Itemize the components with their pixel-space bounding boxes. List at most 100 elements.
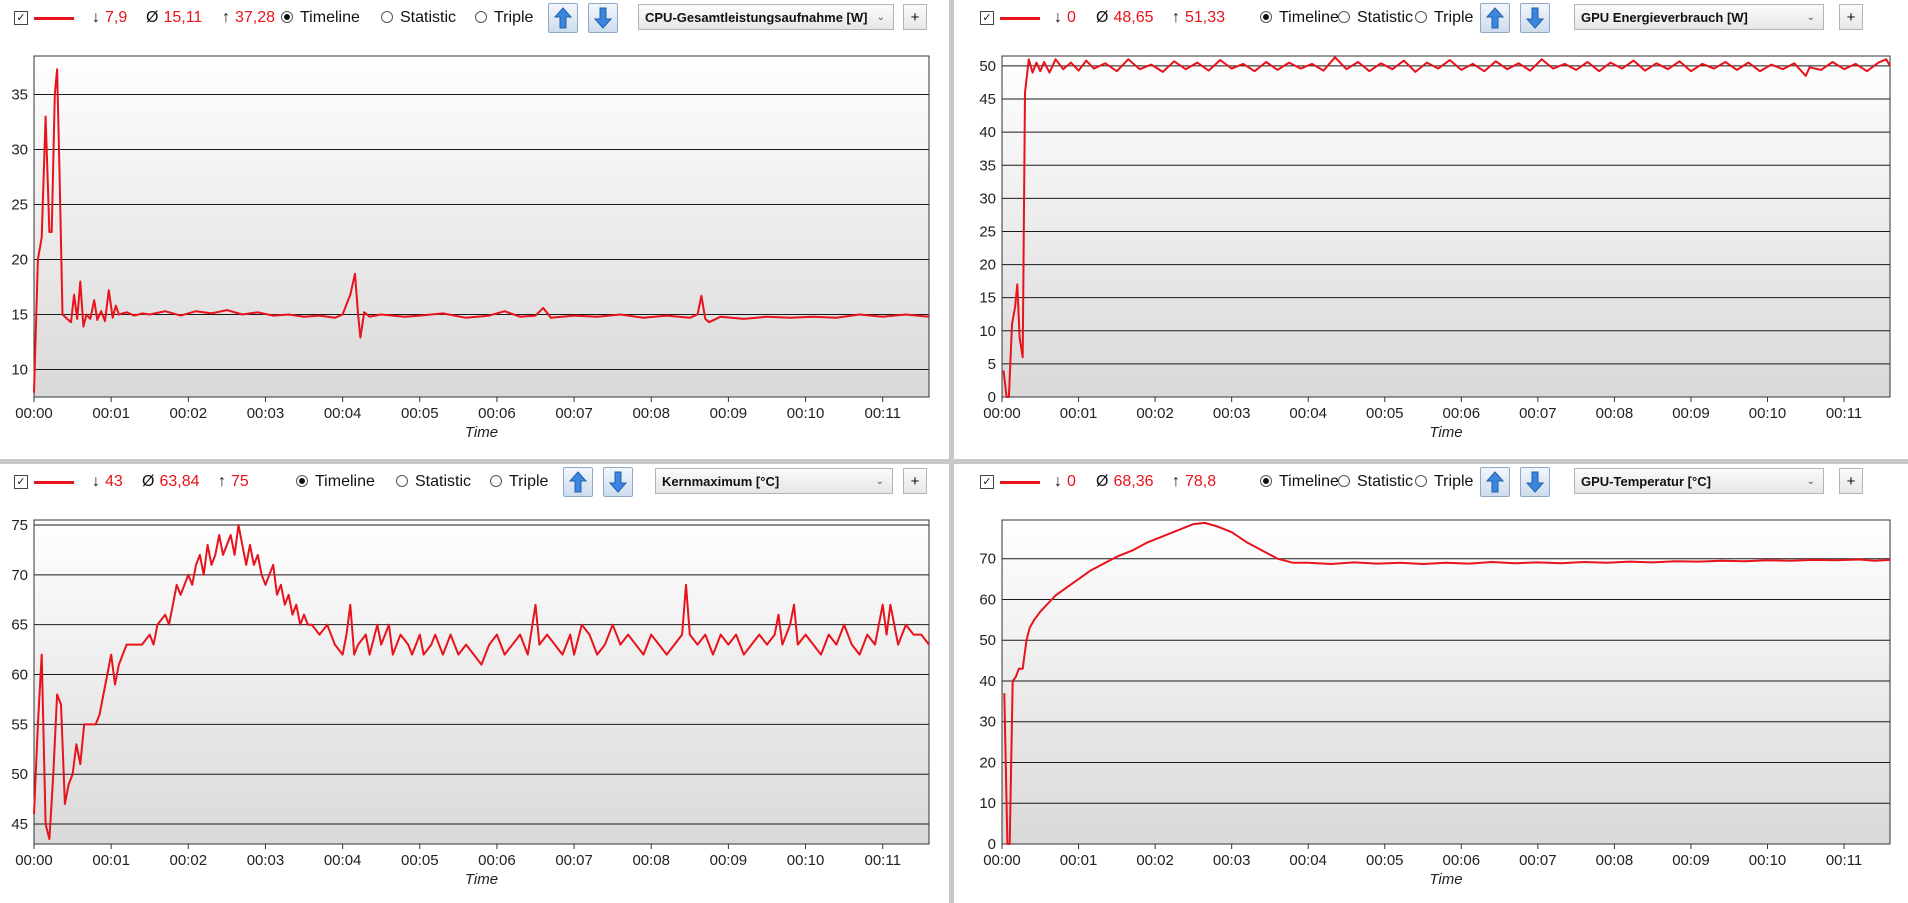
radio-triple[interactable]: Triple	[475, 9, 533, 27]
arrow-down-icon[interactable]	[1520, 467, 1550, 497]
arrow-down-icon[interactable]	[588, 3, 618, 33]
x-tick-label: 00:09	[1672, 405, 1710, 422]
radio-label: Timeline	[1279, 9, 1339, 26]
x-tick-label: 00:00	[15, 852, 53, 869]
line-chart: 0 10 20 30 40 50 60 70 00:00 00:01 00:02 00:03 00:04…	[979, 519, 1891, 888]
x-tick-label: 00:08	[1596, 852, 1634, 869]
radio-dot[interactable]	[281, 11, 293, 23]
x-tick-label: 00:11	[1826, 405, 1862, 422]
radio-dot[interactable]	[1415, 475, 1427, 487]
series-legend-line	[34, 481, 74, 484]
max-value: ↑ 37,28	[222, 9, 275, 27]
x-tick-label: 00:01	[1060, 405, 1098, 422]
radio-dot[interactable]	[1260, 11, 1272, 23]
vertical-splitter[interactable]	[949, 0, 954, 903]
plot-border	[1001, 55, 1891, 398]
max-symbol: ↑	[218, 473, 226, 490]
avg-symbol: Ø	[142, 473, 155, 490]
plot-border	[33, 519, 930, 845]
series-visible-checkbox[interactable]: ✓	[980, 11, 994, 25]
series-legend-line	[1000, 481, 1040, 484]
radio-dot[interactable]	[396, 475, 408, 487]
arrow-up-icon[interactable]	[1480, 467, 1510, 497]
y-tick-label: 20	[979, 754, 996, 771]
x-tick-label: 00:09	[710, 405, 748, 422]
radio-triple[interactable]: Triple	[1415, 9, 1473, 27]
avg-symbol: Ø	[1096, 9, 1109, 26]
y-tick-label: 15	[11, 307, 28, 324]
x-tick-label: 00:08	[632, 852, 670, 869]
avg-number: 48,65	[1113, 9, 1154, 26]
horizontal-splitter[interactable]	[0, 459, 1908, 464]
radio-dot[interactable]	[1338, 475, 1350, 487]
arrow-up-icon[interactable]	[563, 467, 593, 497]
x-axis-label: Time	[465, 424, 498, 441]
plus-icon[interactable]: +	[1839, 4, 1863, 30]
arrow-down-icon[interactable]	[1520, 3, 1550, 33]
arrow-up-icon[interactable]	[1480, 3, 1510, 33]
x-tick-label: 00:01	[92, 852, 130, 869]
radio-dot[interactable]	[475, 11, 487, 23]
x-tick-label: 00:02	[1136, 405, 1174, 422]
x-tick-label: 00:00	[983, 852, 1021, 869]
radio-label: Timeline	[1279, 473, 1339, 490]
min-value: ↓ 7,9	[92, 9, 127, 27]
radio-dot[interactable]	[296, 475, 308, 487]
radio-dot[interactable]	[490, 475, 502, 487]
x-tick-label: 00:04	[1289, 405, 1327, 422]
line-chart: 45 50 55 60 65 70 75 00:00 00:01 00:02 00:03 00:04 0…	[11, 517, 930, 888]
plus-icon[interactable]: +	[903, 468, 927, 494]
radio-timeline[interactable]: Timeline	[1260, 473, 1339, 491]
chevron-down-icon: ⌄	[875, 476, 884, 487]
radio-timeline[interactable]: Timeline	[1260, 9, 1339, 27]
max-number: 78,8	[1185, 473, 1217, 490]
series-visible-checkbox[interactable]: ✓	[14, 475, 28, 489]
x-tick-label: 00:10	[787, 852, 825, 869]
sensor-select[interactable]: GPU Energieverbrauch [W] ⌄	[1574, 4, 1824, 30]
radio-dot[interactable]	[1338, 11, 1350, 23]
x-tick-label: 00:00	[15, 405, 53, 422]
y-tick-label: 15	[979, 290, 996, 307]
y-tick-label: 5	[988, 356, 996, 373]
arrow-down-icon[interactable]	[603, 467, 633, 497]
plus-icon[interactable]: +	[903, 4, 927, 30]
sensor-select[interactable]: Kernmaximum [°C] ⌄	[655, 468, 893, 494]
series-visible-checkbox[interactable]: ✓	[980, 475, 994, 489]
radio-dot[interactable]	[1415, 11, 1427, 23]
x-tick-label: 00:05	[1366, 852, 1404, 869]
radio-dot[interactable]	[1260, 475, 1272, 487]
arrow-up-icon[interactable]	[548, 3, 578, 33]
series-legend-line	[34, 17, 74, 20]
radio-label: Timeline	[300, 9, 360, 26]
min-symbol: ↓	[1054, 9, 1062, 26]
plot-border	[1001, 519, 1891, 845]
line-chart: 0 5 10 15 20 25 30 35 40 45 50 00:00 00:01 00:02 00:03…	[979, 55, 1891, 441]
radio-label: Triple	[1434, 9, 1474, 26]
min-symbol: ↓	[92, 473, 100, 490]
series-visible-checkbox[interactable]: ✓	[14, 11, 28, 25]
sensor-select[interactable]: GPU-Temperatur [°C] ⌄	[1574, 468, 1824, 494]
avg-value: Ø 48,65	[1096, 9, 1154, 27]
radio-label: Triple	[509, 473, 549, 490]
radio-timeline[interactable]: Timeline	[281, 9, 360, 27]
radio-statistic[interactable]: Statistic	[1338, 9, 1413, 27]
y-tick-label: 45	[11, 816, 28, 833]
radio-statistic[interactable]: Statistic	[1338, 473, 1413, 491]
y-tick-label: 65	[11, 617, 28, 634]
radio-statistic[interactable]: Statistic	[381, 9, 456, 27]
plus-icon[interactable]: +	[1839, 468, 1863, 494]
sensor-select[interactable]: CPU-Gesamtleistungsaufnahme [W] ⌄	[638, 4, 894, 30]
sensor-panel-3: ✓ ↓ 43 Ø 63,84 ↑ 75 Timeline Statistic Triple Kern…	[0, 464, 949, 903]
x-tick-label: 00:06	[478, 405, 516, 422]
x-tick-label: 00:07	[555, 405, 593, 422]
x-tick-label: 00:10	[1749, 852, 1787, 869]
radio-triple[interactable]: Triple	[1415, 473, 1473, 491]
radio-statistic[interactable]: Statistic	[396, 473, 471, 491]
x-tick-label: 00:03	[1213, 405, 1251, 422]
radio-dot[interactable]	[381, 11, 393, 23]
y-tick-label: 40	[979, 124, 996, 141]
x-tick-label: 00:06	[1443, 852, 1481, 869]
radio-timeline[interactable]: Timeline	[296, 473, 375, 491]
x-tick-label: 00:02	[1136, 852, 1174, 869]
radio-triple[interactable]: Triple	[490, 473, 548, 491]
